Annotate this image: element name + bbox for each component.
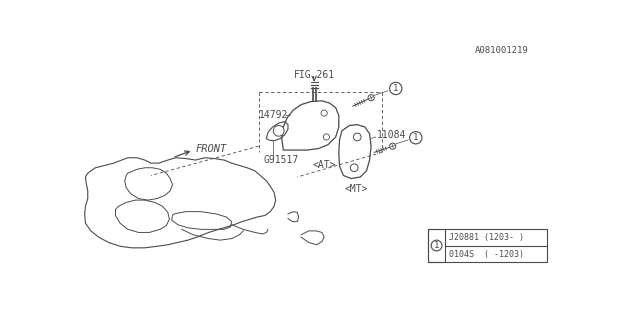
Text: <MT>: <MT> (345, 184, 369, 194)
Text: 1: 1 (434, 241, 439, 250)
Circle shape (323, 134, 330, 140)
Text: 1: 1 (413, 133, 419, 142)
Text: 11084: 11084 (378, 131, 406, 140)
Text: FIG.261: FIG.261 (294, 69, 335, 80)
Circle shape (410, 132, 422, 144)
Text: FRONT: FRONT (196, 143, 227, 154)
Circle shape (273, 125, 284, 136)
Text: 1: 1 (393, 84, 399, 93)
Text: G91517: G91517 (263, 155, 299, 165)
Text: <AT>: <AT> (312, 160, 336, 171)
Bar (428, 229, 445, 262)
Text: 0104S  ( -1203): 0104S ( -1203) (449, 250, 524, 259)
Bar (428, 229, 547, 262)
Circle shape (350, 164, 358, 172)
Text: A081001219: A081001219 (474, 46, 528, 55)
Text: J20881 (1203- ): J20881 (1203- ) (449, 233, 524, 242)
Circle shape (431, 240, 442, 251)
Circle shape (368, 95, 374, 101)
Circle shape (390, 143, 396, 149)
Text: 14792: 14792 (259, 110, 288, 120)
Circle shape (353, 133, 361, 141)
Circle shape (321, 110, 327, 116)
Circle shape (390, 82, 402, 95)
